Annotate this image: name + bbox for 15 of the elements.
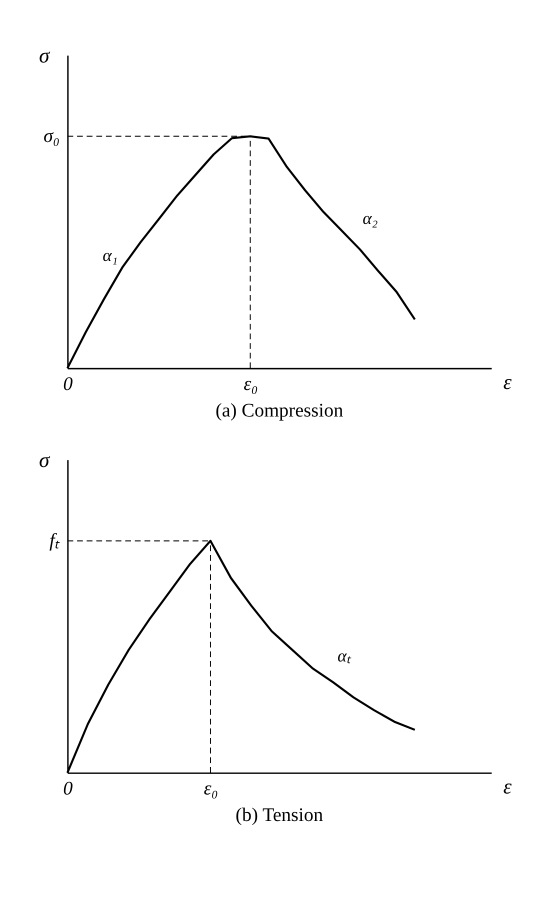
- annotation: αₜ: [337, 646, 352, 666]
- annotation: α₂: [362, 208, 378, 228]
- annotation: α₁: [102, 246, 118, 265]
- text: (b) Tension: [236, 804, 324, 826]
- y-axis-title: σ: [39, 448, 52, 472]
- text: (a) Compression: [215, 400, 344, 422]
- x-tick-label: ε₀: [204, 778, 218, 800]
- ref-line-label: σ₀: [44, 126, 60, 148]
- x-axis-title: ε: [503, 774, 512, 798]
- x-tick-label: 0: [63, 778, 74, 800]
- x-axis-title: ε: [503, 370, 512, 394]
- x-tick-label: ε₀: [244, 374, 258, 395]
- y-axis-title: σ: [39, 43, 52, 68]
- x-tick-label: 0: [63, 374, 74, 395]
- ref-line-label: fₜ: [49, 530, 61, 552]
